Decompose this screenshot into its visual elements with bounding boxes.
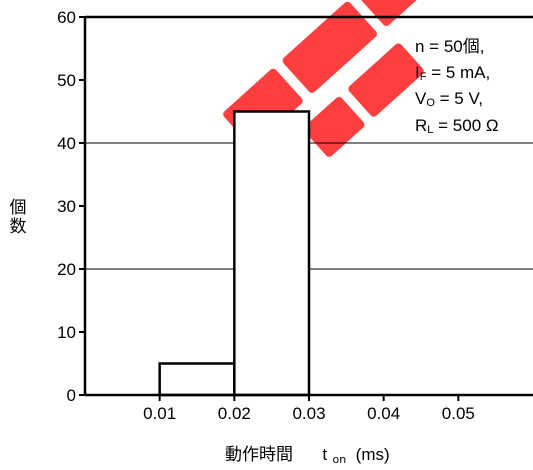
x-tick-label-3: 0.04	[367, 404, 400, 423]
x-axis-title-unit: (ms)	[356, 445, 390, 464]
x-axis-title-symbol: t	[322, 445, 327, 464]
annotation-line-1: n = 50個,	[415, 37, 484, 56]
y-tick-label-0: 0	[67, 386, 76, 405]
y-tick-label-10: 10	[57, 323, 76, 342]
y-tick-label-20: 20	[57, 260, 76, 279]
x-tick-label-0: 0.01	[143, 404, 176, 423]
annotation-line-2: IF = 5 mA,	[415, 63, 490, 83]
annotation-1-main: n = 50個,	[415, 37, 484, 56]
y-axis-title-char-1: 個	[10, 198, 27, 218]
y-tick-label-50: 50	[57, 71, 76, 90]
y-axis-title-char-2: 数	[10, 217, 27, 237]
annotation-4-rest: = 500 Ω	[433, 116, 498, 135]
annotation-line-3: VO = 5 V,	[415, 89, 483, 109]
annotation-3-rest: = 5 V,	[435, 89, 483, 108]
annotation-2-rest: = 5 mA,	[426, 63, 490, 82]
x-tick-label-1: 0.02	[218, 404, 251, 423]
annotation-4-main: R	[415, 116, 427, 135]
y-tick-label-60: 60	[57, 8, 76, 27]
histogram-bar-1	[158, 362, 236, 397]
y-tick-label-40: 40	[57, 134, 76, 153]
annotation-line-4: RL = 500 Ω	[415, 116, 499, 136]
x-axis-title-main: 動作時間	[225, 445, 293, 465]
y-tick-label-30: 30	[57, 197, 76, 216]
annotation-2-sub: F	[420, 71, 427, 83]
y-axis-ticks: 0 10 20 30 40 50 60	[57, 8, 85, 405]
x-axis-title: 動作時間 t on (ms)	[225, 445, 390, 468]
y-axis-title: 個 数	[10, 198, 27, 237]
annotation-block: n = 50個, IF = 5 mA, VO = 5 V, RL = 500 Ω	[415, 37, 499, 136]
x-axis-title-symbol-subscript: on	[333, 453, 347, 466]
annotation-4-sub: L	[427, 124, 433, 136]
x-tick-label-2: 0.03	[292, 404, 325, 423]
annotation-2-main: I	[415, 63, 420, 82]
x-axis-ticks: 0.01 0.02 0.03 0.04 0.05	[143, 395, 475, 423]
x-tick-label-4: 0.05	[442, 404, 475, 423]
bars	[158, 110, 311, 397]
annotation-3-sub: O	[426, 97, 435, 109]
histogram-bar-2	[233, 110, 311, 397]
annotation-3-main: V	[415, 89, 427, 108]
